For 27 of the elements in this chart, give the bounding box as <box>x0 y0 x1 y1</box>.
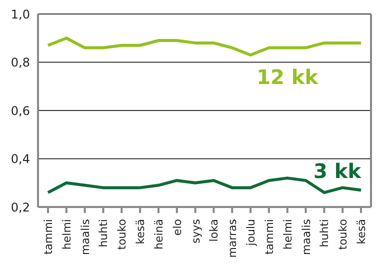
x-tick-label: huhti <box>318 219 332 248</box>
x-tick-label: helmi <box>281 219 294 250</box>
x-tick-label: syys <box>189 218 202 244</box>
x-tick-label: maalis <box>300 218 313 256</box>
x-tick-label: joulu <box>244 219 258 247</box>
x-tick-label: touko <box>336 218 350 250</box>
y-tick-label: 0,6 <box>10 104 30 118</box>
y-tick-label: 0,4 <box>10 152 30 166</box>
x-tick-label: touko <box>116 218 129 250</box>
series-label: 12 kk <box>256 64 319 89</box>
x-tick-label: loka <box>208 219 221 242</box>
x-tick-label: kesä <box>134 219 148 244</box>
x-tick-label: marras <box>226 218 240 258</box>
x-tick-label: maalis <box>78 218 92 256</box>
y-tick-label: 0,8 <box>10 56 30 70</box>
x-tick-label: elo <box>170 218 184 236</box>
x-tick-label: huhti <box>97 219 110 248</box>
x-tick-label: tammi <box>42 219 55 255</box>
y-tick-label: 1,0 <box>10 7 30 22</box>
series-label: 3 kk <box>314 159 362 184</box>
x-tick-label: kesä <box>355 219 368 244</box>
line-series <box>46 176 362 194</box>
line-series <box>46 36 362 57</box>
x-tick-label: helmi <box>60 219 74 250</box>
x-tick-label: heinä <box>152 219 166 250</box>
x-tick-label: tammi <box>262 219 276 255</box>
y-tick-label: 0,2 <box>10 200 30 214</box>
